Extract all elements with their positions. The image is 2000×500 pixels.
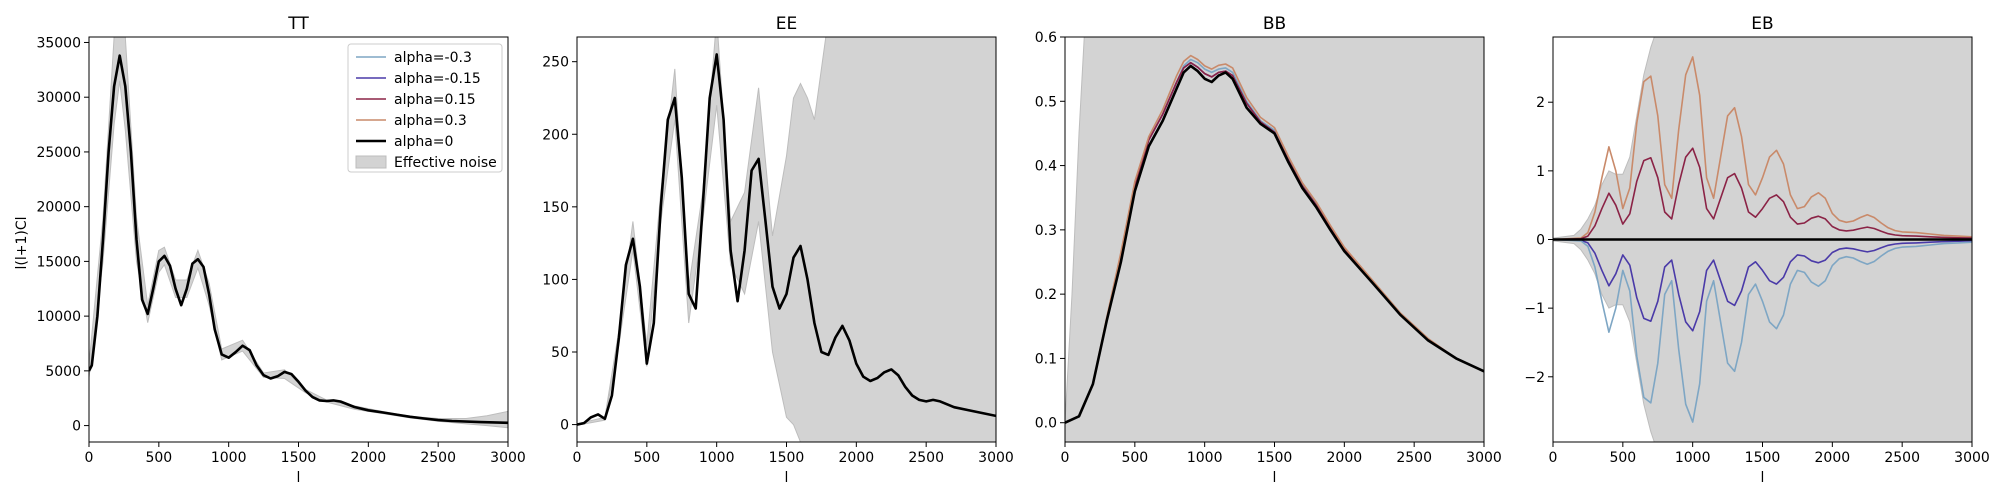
x-tick-label: 1000 [699, 450, 735, 466]
x-tick-label: 2000 [839, 450, 875, 466]
series-alpha--0p15 [1553, 238, 1972, 332]
x-tick-label: 0 [573, 450, 582, 466]
x-tick-label: 1000 [211, 450, 247, 466]
noise-band-bb [1065, 37, 1484, 442]
panel-ee: 0 500 1000 1500 2000 2500 3000 0 50 100 150 200 250 E… [542, 14, 1014, 486]
x-tick-label: 2000 [1815, 450, 1851, 466]
x-tick-label: 0 [1061, 450, 1070, 466]
legend-item: alpha=-0.3 [356, 50, 472, 66]
panel-eb: 0 500 1000 1500 2000 2500 3000 −2 −1 0 1 2 EB l [1524, 14, 1989, 486]
legend-label: alpha=0.15 [394, 92, 476, 108]
panel-title: TT [287, 14, 309, 34]
series-alpha-0p3 [1553, 56, 1972, 241]
y-tick-label: 5000 [45, 364, 81, 380]
y-tick-label: 250 [542, 55, 569, 71]
legend-item: alpha=0 [356, 134, 453, 150]
y-tick-label: 0 [1536, 233, 1545, 249]
x-tick-label: 500 [633, 450, 660, 466]
y-tick-label: 25000 [36, 145, 81, 161]
y-tick-label: 0.5 [1035, 94, 1057, 110]
panel-tt: 0 500 1000 1500 2000 2500 30000500010000150002… [36, 14, 525, 486]
x-tick-label: 500 [1609, 450, 1636, 466]
x-tick-label: 3000 [978, 450, 1014, 466]
y-tick-label: 0 [560, 418, 569, 434]
legend-item: alpha=-0.15 [356, 71, 481, 87]
x-tick-label: 3000 [1466, 450, 1502, 466]
x-tick-label: 1500 [769, 450, 805, 466]
x-tick-label: 2500 [420, 450, 456, 466]
plot-area [577, 37, 996, 442]
shared-ylabel: l(l+1)Cl [14, 216, 30, 269]
x-axis-label: l [297, 470, 301, 486]
panel-bb: 0 500 1000 1500 2000 2500 3000 0.0 0.1 0.2 0.3 0.4 0… [1035, 14, 1502, 486]
x-tick-label: 2000 [1327, 450, 1363, 466]
legend-item: alpha=0.15 [356, 92, 476, 108]
legend-label: alpha=-0.3 [394, 50, 472, 66]
series-alpha-0p15 [1553, 147, 1972, 241]
series-alpha-0p3 [1065, 54, 1484, 424]
y-tick-label: 50 [551, 345, 569, 361]
x-tick-label: 0 [85, 450, 94, 466]
x-tick-label: 1500 [1745, 450, 1781, 466]
legend-item: Effective noise [355, 155, 497, 171]
y-tick-label: 20000 [36, 200, 81, 216]
plot-area [1065, 37, 1484, 442]
panel-title: BB [1263, 14, 1286, 34]
x-tick-label: 500 [1121, 450, 1148, 466]
x-tick-label: 1000 [1675, 450, 1711, 466]
x-tick-label: 3000 [1954, 450, 1990, 466]
x-tick-label: 3000 [490, 450, 526, 466]
y-tick-label: 35000 [36, 35, 81, 51]
y-tick-label: 2 [1536, 95, 1545, 111]
y-tick-label: −1 [1524, 301, 1545, 317]
series-alpha-0 [577, 53, 996, 426]
y-tick-label: 10000 [36, 309, 81, 325]
x-tick-label: 2000 [351, 450, 387, 466]
y-tick-label: 0.3 [1035, 223, 1057, 239]
y-tick-label: 30000 [36, 90, 81, 106]
y-tick-label: 1 [1536, 164, 1545, 180]
y-tick-label: 0.6 [1035, 30, 1057, 46]
noise-band-ee [577, 37, 996, 442]
legend-label: Effective noise [394, 155, 497, 171]
y-tick-label: 0.4 [1035, 159, 1057, 175]
y-tick-label: 0 [72, 419, 81, 435]
x-tick-label: 2500 [908, 450, 944, 466]
legend-label: alpha=-0.15 [394, 71, 481, 87]
x-tick-label: 1500 [281, 450, 317, 466]
series-alpha-0 [1065, 64, 1484, 424]
y-tick-label: 0.2 [1035, 287, 1057, 303]
legend: alpha=-0.3 alpha=-0.15 alpha=0.15 alpha=0.3… [347, 43, 503, 173]
x-axis-label: l [1761, 470, 1765, 486]
panel-title: EE [776, 14, 797, 34]
legend-box [347, 43, 503, 173]
plot-area [89, 37, 508, 429]
x-tick-label: 2500 [1396, 450, 1432, 466]
x-axis-label: l [785, 470, 789, 486]
legend-label: alpha=0 [394, 134, 453, 150]
plot-area [1553, 37, 1972, 442]
x-tick-label: 1000 [1187, 450, 1223, 466]
series-alpha-0 [89, 54, 508, 425]
x-tick-label: 0 [1549, 450, 1558, 466]
y-tick-label: 200 [542, 127, 569, 143]
legend-swatch-patch [355, 155, 387, 169]
panel-title: EB [1751, 14, 1773, 34]
y-tick-label: 0.0 [1035, 416, 1057, 432]
panels: 0 500 1000 1500 2000 2500 30000500010000150002… [36, 14, 1989, 486]
y-tick-label: 100 [542, 272, 569, 288]
series-alpha--0p3 [1553, 238, 1972, 423]
y-tick-label: −2 [1524, 370, 1545, 386]
x-tick-label: 500 [145, 450, 172, 466]
x-tick-label: 1500 [1257, 450, 1293, 466]
legend-item: alpha=0.3 [356, 113, 467, 129]
x-axis-label: l [1273, 470, 1277, 486]
x-tick-label: 2500 [1884, 450, 1920, 466]
y-tick-label: 0.1 [1035, 351, 1057, 367]
y-tick-label: 15000 [36, 254, 81, 270]
y-tick-label: 150 [542, 200, 569, 216]
legend-label: alpha=0.3 [394, 113, 467, 129]
